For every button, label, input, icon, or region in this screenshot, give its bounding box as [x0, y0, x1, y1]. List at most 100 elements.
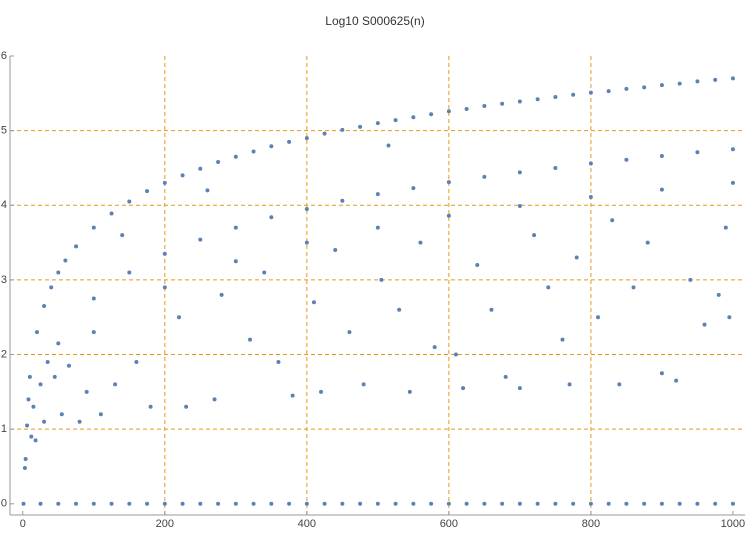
point — [198, 501, 203, 506]
point — [702, 322, 707, 327]
point — [588, 501, 593, 506]
y-tick-label: 1 — [1, 423, 7, 435]
point — [588, 195, 593, 200]
point — [659, 154, 664, 159]
point — [553, 165, 558, 170]
point — [91, 225, 96, 230]
point — [304, 501, 309, 506]
point — [695, 79, 700, 84]
point — [233, 154, 238, 159]
point — [429, 501, 434, 506]
point — [233, 259, 238, 264]
point — [375, 121, 380, 126]
point — [120, 233, 125, 238]
point — [588, 161, 593, 166]
point — [347, 330, 352, 335]
point — [91, 330, 96, 335]
point — [642, 85, 647, 90]
point — [162, 285, 167, 290]
point — [464, 501, 469, 506]
point — [358, 501, 363, 506]
point — [25, 423, 30, 428]
point — [113, 382, 118, 387]
point — [145, 189, 150, 194]
point — [606, 501, 611, 506]
point — [38, 382, 43, 387]
point — [610, 218, 615, 223]
point — [560, 337, 565, 342]
point — [489, 307, 494, 312]
point — [91, 501, 96, 506]
point — [109, 211, 114, 216]
point — [162, 251, 167, 256]
point — [127, 501, 132, 506]
point — [461, 386, 466, 391]
point — [571, 501, 576, 506]
point — [517, 99, 522, 104]
x-tick-label: 600 — [440, 518, 458, 530]
point — [411, 115, 416, 120]
point — [180, 173, 185, 178]
point — [322, 501, 327, 506]
point — [340, 198, 345, 203]
point — [287, 501, 292, 506]
x-tick-label: 200 — [156, 518, 174, 530]
point — [535, 97, 540, 102]
point — [216, 159, 221, 164]
point — [269, 144, 274, 149]
point — [63, 258, 68, 263]
point — [645, 240, 650, 245]
point — [375, 192, 380, 197]
point — [695, 501, 700, 506]
point — [617, 382, 622, 387]
point — [659, 83, 664, 88]
point — [659, 371, 664, 376]
point — [730, 147, 735, 152]
point — [624, 501, 629, 506]
point — [574, 255, 579, 260]
chart-title: Log10 S000625(n) — [325, 14, 424, 28]
point — [713, 77, 718, 82]
point — [500, 101, 505, 106]
point — [393, 501, 398, 506]
point — [340, 501, 345, 506]
point — [553, 95, 558, 100]
point — [464, 106, 469, 111]
point — [311, 300, 316, 305]
point — [77, 419, 82, 424]
point — [29, 434, 34, 439]
point — [56, 501, 61, 506]
point — [127, 270, 132, 275]
point — [42, 304, 47, 309]
y-tick-label: 4 — [1, 199, 7, 211]
point — [205, 188, 210, 193]
point — [475, 262, 480, 267]
point — [397, 307, 402, 312]
point — [269, 501, 274, 506]
point — [677, 81, 682, 86]
point — [216, 501, 221, 506]
point — [98, 412, 103, 417]
point — [429, 112, 434, 117]
point — [532, 233, 537, 238]
point — [624, 157, 629, 162]
point — [287, 139, 292, 144]
point — [517, 386, 522, 391]
y-tick-label: 5 — [1, 125, 7, 137]
point — [407, 389, 412, 394]
point — [588, 90, 593, 95]
point — [31, 404, 36, 409]
point — [148, 404, 153, 409]
point — [322, 131, 327, 136]
point — [677, 501, 682, 506]
point — [162, 501, 167, 506]
point — [375, 225, 380, 230]
point — [251, 501, 256, 506]
y-tick-label: 3 — [1, 274, 7, 286]
point — [446, 109, 451, 114]
point — [45, 360, 50, 364]
x-tick-label: 400 — [298, 518, 316, 530]
point — [446, 501, 451, 506]
point — [393, 118, 398, 123]
point — [659, 501, 664, 506]
